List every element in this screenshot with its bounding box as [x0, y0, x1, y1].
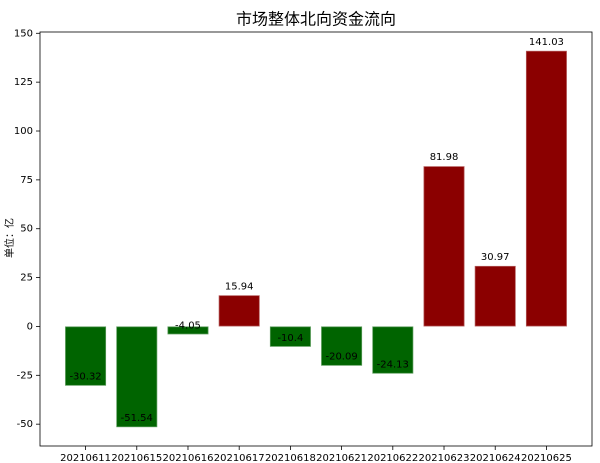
value-label: 81.98 [430, 152, 459, 163]
bar [473, 265, 517, 328]
y-tick-label: -50 [17, 419, 33, 430]
value-label: -51.54 [121, 413, 153, 424]
x-tick-label: 20210625 [521, 453, 572, 463]
x-tick-label: 20210621 [316, 453, 367, 463]
value-label: -20.09 [325, 352, 357, 363]
bar [64, 325, 107, 387]
bar [371, 325, 415, 375]
y-tick-label: 0 [27, 321, 33, 332]
value-label: 15.94 [225, 281, 254, 292]
bar [320, 325, 363, 367]
value-label: -10.4 [277, 333, 303, 344]
y-tick-label: 125 [14, 77, 33, 88]
x-tick-label: 20210618 [265, 453, 316, 463]
bar [217, 294, 261, 328]
y-tick-label: -25 [17, 370, 33, 381]
value-label: -30.32 [69, 372, 101, 383]
y-tick-label: 100 [14, 126, 33, 137]
bar [115, 325, 159, 428]
x-tick-label: 20210616 [163, 453, 214, 463]
x-tick-label: 20210615 [111, 453, 162, 463]
y-axis-label: 单位：亿 [3, 218, 16, 258]
plot-frame [39, 31, 593, 447]
bar [166, 325, 210, 336]
bar [422, 165, 466, 328]
value-label: 30.97 [481, 252, 510, 263]
y-tick-label: 25 [20, 273, 33, 284]
y-tick-label: 150 [14, 28, 33, 39]
x-tick-label: 20210611 [60, 453, 111, 463]
y-tick-label: 50 [20, 224, 33, 235]
value-label: 141.03 [529, 37, 564, 48]
x-tick-label: 20210617 [214, 453, 265, 463]
x-tick-label: 20210623 [419, 453, 470, 463]
chart-title: 市场整体北向资金流向 [236, 10, 396, 29]
value-label: -24.13 [377, 360, 409, 371]
y-tick-label: 75 [20, 175, 33, 186]
value-label: -4.05 [175, 320, 201, 331]
bar [525, 50, 568, 328]
x-tick-label: 20210624 [470, 453, 521, 463]
bar [269, 325, 312, 348]
x-tick-label: 20210622 [367, 453, 418, 463]
